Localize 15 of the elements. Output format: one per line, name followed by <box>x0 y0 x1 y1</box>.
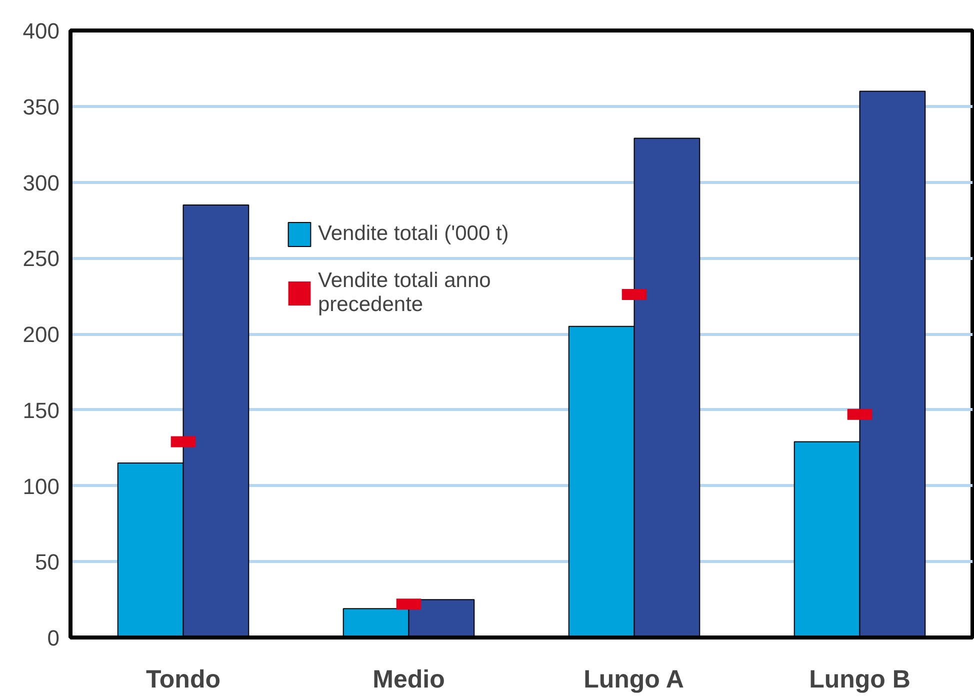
y-tick-label: 300 <box>22 170 60 196</box>
legend-label: Vendite totali anno precedente <box>318 269 491 317</box>
x-tick-label: Tondo <box>146 666 220 694</box>
legend-label: Vendite totali ('000 t) <box>318 222 509 246</box>
y-tick-label: 250 <box>22 246 60 272</box>
y-tick-label: 50 <box>35 550 60 575</box>
y-tick-label: 200 <box>22 322 60 347</box>
y-tick-label: 0 <box>47 626 60 650</box>
y-tick-label: 150 <box>22 398 60 423</box>
x-tick-label: Medio <box>372 666 445 694</box>
x-tick-label: Lungo B <box>809 666 910 694</box>
x-tick-label: Lungo A <box>584 666 684 694</box>
y-tick-label: 400 <box>22 18 60 44</box>
y-tick-label: 100 <box>22 474 60 499</box>
y-tick-label: 350 <box>22 94 60 120</box>
